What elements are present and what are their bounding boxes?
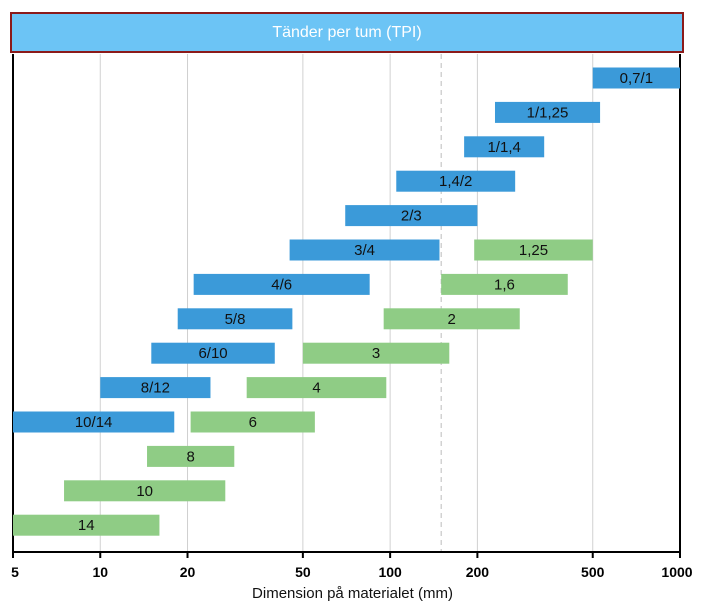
bar (100, 377, 211, 399)
bar (345, 205, 478, 227)
bar (494, 101, 601, 123)
bar-label: 10/14 (75, 414, 113, 431)
bar-label: 14 (78, 517, 95, 534)
bar (441, 273, 568, 295)
bar-label: 4/6 (271, 276, 292, 293)
x-tick-label: 1000 (661, 564, 693, 580)
bar (302, 342, 450, 364)
x-tick-label: 50 (295, 564, 311, 580)
bar (151, 342, 275, 364)
bar-label: 5/8 (225, 311, 246, 328)
bar-label: 6 (249, 414, 257, 431)
bar (289, 239, 440, 261)
bar-label: 2/3 (401, 208, 422, 225)
bar (64, 480, 226, 502)
bar (396, 170, 516, 192)
bar (147, 445, 235, 467)
x-tick-label: 500 (581, 564, 605, 580)
x-axis-label: Dimension på materialet (mm) (252, 585, 453, 602)
bar (177, 308, 293, 330)
bar-label: 10 (136, 483, 153, 500)
bar-label: 3 (372, 345, 380, 362)
bar (193, 273, 370, 295)
bar-label: 2 (448, 311, 456, 328)
bar-label: 1,4/2 (439, 173, 472, 190)
x-tick-label: 200 (465, 564, 490, 580)
bar-label: 3/4 (354, 242, 375, 259)
bar (190, 411, 315, 433)
bar (592, 67, 680, 89)
bar-label: 1,25 (519, 242, 548, 259)
bar-label: 1,6 (494, 276, 515, 293)
bar-label: 8 (186, 448, 194, 465)
bar (13, 411, 175, 433)
bar (474, 239, 593, 261)
bar (464, 136, 545, 158)
bar-label: 6/10 (198, 345, 227, 362)
bar-label: 1/1,4 (487, 139, 520, 156)
bar-label: 0,7/1 (620, 70, 653, 87)
bar (13, 514, 160, 536)
bar-label: 1/1,25 (527, 104, 569, 121)
x-tick-label: 20 (179, 564, 196, 580)
x-tick-label: 5 (11, 564, 19, 580)
x-tick-label: 100 (378, 564, 402, 580)
bar-label: 4 (312, 380, 320, 397)
bar-label: 8/12 (141, 380, 170, 397)
bar (383, 308, 520, 330)
bar (246, 377, 387, 399)
chart-title: Tänder per tum (TPI) (10, 12, 684, 53)
x-tick-label: 10 (92, 564, 109, 580)
